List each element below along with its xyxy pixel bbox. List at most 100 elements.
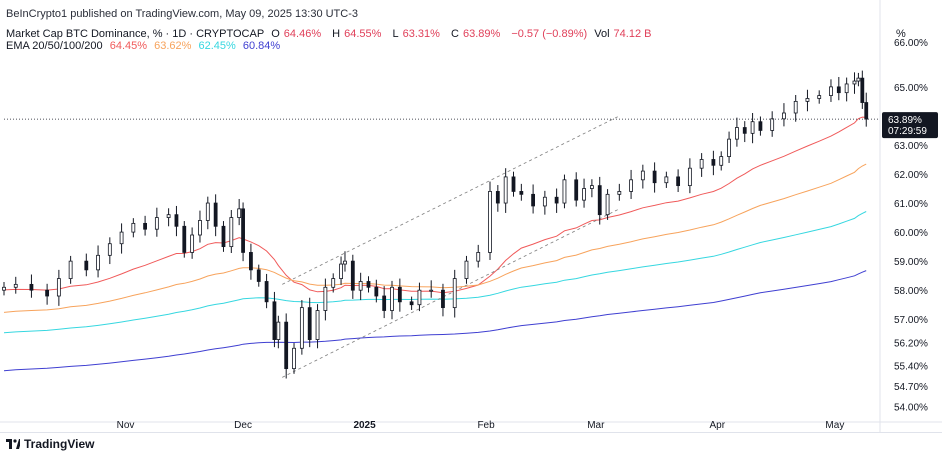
candle-body [782, 112, 786, 120]
candle-body [131, 222, 136, 233]
y-tick-label: 56.20% [894, 338, 928, 349]
candle-body [441, 289, 445, 309]
ohlc-open: O 64.46% [271, 28, 325, 40]
x-tick-label: 2025 [353, 420, 376, 431]
candle-body [143, 222, 147, 230]
candle-body [276, 321, 281, 340]
channel-upper-line [282, 115, 620, 285]
last-price-badge [882, 112, 938, 139]
vol-value: 74.12 B [613, 28, 652, 40]
ema20-value: 64.45% [109, 40, 148, 52]
footer: TradingView [0, 432, 942, 455]
candle-body [154, 217, 159, 230]
candle-body [562, 179, 567, 204]
tradingview-logo[interactable]: TradingView [6, 437, 94, 451]
y-tick-label: 57.00% [894, 315, 928, 326]
candle-body [836, 86, 841, 94]
candle-body [241, 208, 245, 253]
candle-body [503, 176, 508, 204]
candle-body [323, 286, 328, 311]
publisher-line: BeInCrypto1 published on TradingView.com… [6, 8, 358, 20]
candle-body [676, 176, 681, 187]
candle-body [292, 347, 296, 370]
candle-body [844, 83, 849, 94]
tradingview-mark-icon [6, 439, 20, 449]
high-label: H [332, 28, 341, 40]
candle-body [96, 254, 100, 271]
candle-body [182, 225, 187, 253]
candle-body [382, 295, 387, 311]
candle-body [2, 286, 6, 291]
candle-body [452, 278, 457, 309]
candle-body [390, 286, 394, 311]
candle-body [554, 196, 559, 204]
ohlc-high: H 64.55% [332, 28, 385, 40]
price-chart[interactable]: 65.00%64.00%63.00%62.00%61.00%60.00%59.0… [0, 0, 942, 432]
candle-body [358, 281, 363, 291]
candle-body [476, 252, 481, 262]
ema50-value: 63.62% [154, 40, 192, 52]
candle-body [429, 289, 434, 292]
candle-body [519, 191, 524, 195]
candle-body [793, 100, 798, 114]
candle-body [264, 281, 269, 303]
y-tick-label-top: 66.00% [894, 38, 928, 49]
candle-body [582, 188, 586, 201]
x-tick-label: Apr [710, 420, 726, 431]
candle-body [687, 167, 692, 187]
vol-label: Vol [594, 28, 610, 40]
candle-body [770, 118, 775, 131]
candle-body [213, 202, 218, 227]
candle-body [617, 191, 622, 195]
high-value: 64.55% [344, 28, 382, 40]
candle-body [727, 138, 731, 157]
low-label: L [392, 28, 399, 40]
candle-body [719, 156, 724, 166]
ema50-line [3, 163, 867, 313]
candle-body [488, 191, 492, 253]
x-tick-label: Feb [477, 420, 495, 431]
y-tick-label: 60.00% [894, 228, 928, 239]
candle-body [742, 127, 747, 134]
ema200-value: 60.84% [242, 40, 281, 52]
candle-body [856, 77, 861, 82]
x-tick-label: Nov [117, 420, 135, 431]
candle-body [597, 185, 602, 216]
channel-lower-line [282, 208, 620, 378]
candle-body [198, 220, 202, 236]
last-price-label: 63.89% [888, 115, 922, 126]
candle-body [542, 196, 547, 207]
candle-body [750, 121, 755, 134]
candle-body [339, 263, 343, 279]
y-tick-label: 61.00% [894, 199, 928, 210]
candle-body [374, 286, 379, 297]
x-tick-label: Mar [587, 420, 605, 431]
ema-legend: EMA 20/50/100/200 64.45% 63.62% 62.45% 6… [6, 40, 284, 52]
y-tick-label: 54.00% [894, 402, 928, 413]
candle-body [119, 231, 124, 245]
y-tick-label: 54.70% [894, 382, 928, 393]
candle-body [397, 286, 402, 303]
candle-body [366, 281, 371, 288]
candle-body [315, 310, 320, 340]
y-tick-label: 62.00% [894, 170, 928, 181]
candle-body [805, 98, 810, 102]
y-tick-label: 63.00% [894, 141, 928, 152]
candle-body [864, 102, 869, 120]
ema100-value: 62.45% [198, 40, 236, 52]
candle-body [711, 159, 716, 166]
y-tick-label: 59.00% [894, 257, 928, 268]
open-label: O [271, 28, 280, 40]
candle-body [237, 208, 242, 218]
tradingview-brand: TradingView [24, 437, 95, 451]
axis-unit: % [896, 28, 906, 40]
candle-body [629, 179, 633, 192]
candle-body [256, 269, 261, 282]
candle-body [107, 243, 112, 256]
symbol-legend: Market Cap BTC Dominance, % · 1D · CRYPT… [6, 28, 659, 40]
candle-body [190, 234, 195, 253]
candle-body [817, 95, 822, 99]
low-value: 63.31% [402, 28, 440, 40]
candle-body [531, 193, 536, 207]
